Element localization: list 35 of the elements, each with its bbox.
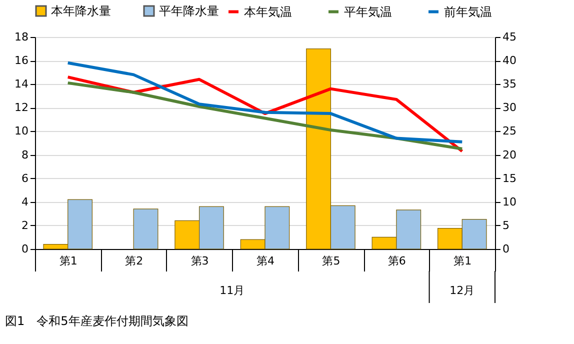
y2-tick-label: 35 [502,78,516,91]
y2-tick-label: 10 [502,195,516,208]
x-tick-label: 第6 [388,254,406,268]
y2-tick-label: 20 [502,148,516,162]
y2-tick-label: 45 [502,30,516,44]
y-tick-label: 12 [14,101,28,114]
x-tick-label: 第1 [59,254,78,268]
y-tick-label: 18 [14,30,28,44]
legend-label: 平年気温 [344,4,392,19]
x-tick-label: 第2 [125,254,144,268]
x-tick-label: 第4 [256,254,274,268]
text: 11月 [220,284,245,297]
y-tick-label: 16 [14,54,28,68]
y2-tick-label: 40 [502,54,516,68]
y2-tick-label: 5 [502,218,510,232]
y-tick-label: 0 [22,242,28,256]
legend-label: 平年降水量 [159,4,219,18]
y-tick-label: 10 [14,124,28,138]
y2-tick-label: 0 [502,242,510,256]
y-tick-label: 6 [22,172,28,185]
y2-tick-label: 30 [502,101,516,114]
y-tick-label: 2 [22,218,28,232]
legend-label: 本年降水量 [51,4,111,18]
y2-tick-label: 15 [502,172,516,185]
caption: 図1 令和5年産麦作付期間気象図 [5,314,188,328]
x-tick-label: 第1 [454,254,472,268]
legend-label: 本年気温 [244,4,292,19]
x-tick-label: 第3 [190,254,209,268]
y-tick-label: 14 [14,78,28,91]
y2-tick-label: 25 [502,124,516,138]
legend-label: 前年気温 [444,4,492,19]
x-tick-label: 第5 [322,254,340,268]
text: 12月 [450,284,475,297]
y-tick-label: 8 [22,148,28,162]
y-tick-label: 4 [22,195,28,208]
